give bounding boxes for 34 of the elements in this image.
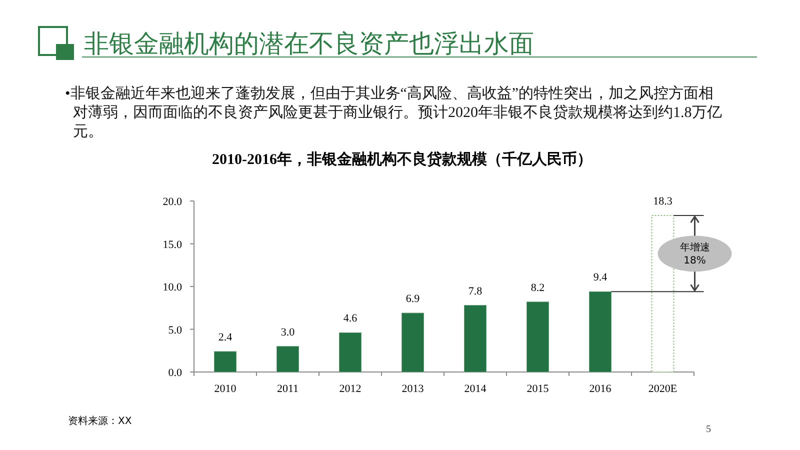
data-label: 4.6 [343, 312, 358, 325]
data-label: 8.2 [530, 282, 545, 294]
data-label: 6.9 [406, 293, 420, 306]
text: 资料来源：XX [68, 415, 132, 427]
bar [214, 351, 236, 372]
bar [526, 302, 549, 372]
bar [464, 305, 486, 372]
x-tick-label: 2014 [464, 383, 487, 395]
chart-title: 非银金融机构的潜在不良资产也浮出水面 [84, 30, 534, 58]
y-tick-label: 20.0 [162, 196, 182, 208]
x-tick-label: 2016 [589, 383, 612, 395]
bar [339, 332, 362, 372]
bar [276, 346, 299, 372]
y-tick-label: 10.0 [162, 282, 182, 294]
y-tick-label: 0.0 [168, 367, 182, 379]
data-label: 3.0 [280, 326, 296, 338]
annotation: 年增速 18% [680, 242, 710, 267]
data-label: 2.4 [218, 331, 233, 344]
x-tick-label: 2012 [339, 383, 362, 395]
text: 5 [706, 424, 711, 435]
y-tick-label: 15.0 [162, 238, 182, 251]
x-tick-label: 2015 [526, 383, 550, 395]
bar [402, 312, 424, 372]
x-tick-label: 2013 [402, 383, 424, 395]
bar [589, 291, 612, 372]
data-label: 7.8 [468, 285, 483, 298]
y-tick-label: 5.0 [168, 324, 182, 336]
data-label: 9.4 [593, 272, 608, 284]
x-tick-label: 2010 [214, 383, 237, 395]
chart-subtitle: 2010-2016年，非银金融机构不良贷款规模（千亿人民币） [212, 150, 592, 168]
text: •非银金融近年来也迎来了蓬勃发展，但由于其业务“高风险、高收益”的特性突出，加之风控方面相对薄弱，因而面临的不良资产风险更甚于商业银行。预计2020年非银不良贷款规模将达到约1.8万亿元。 [65, 85, 722, 140]
x-tick-label: 2020E [648, 383, 678, 395]
data-label: 18.3 [653, 196, 673, 208]
x-tick-label: 2011 [276, 383, 299, 395]
